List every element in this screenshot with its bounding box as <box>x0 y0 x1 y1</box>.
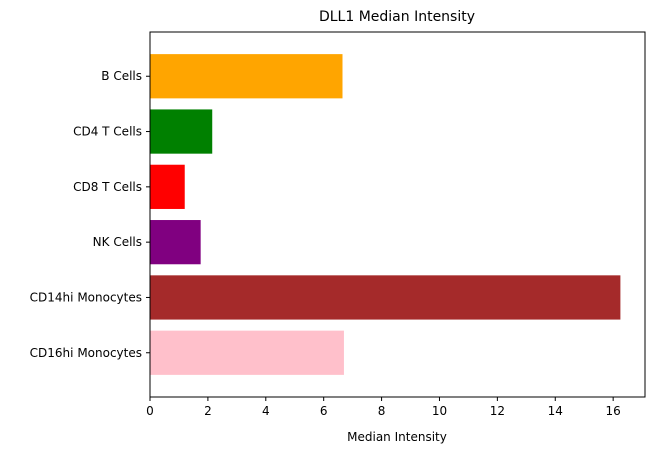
bar-b-cells <box>150 54 343 99</box>
bar-cd14hi-monocytes <box>150 275 621 320</box>
x-tick-label: 10 <box>432 404 447 418</box>
y-tick-label: CD16hi Monocytes <box>30 346 142 360</box>
y-tick-label: NK Cells <box>93 235 142 249</box>
x-axis-label: Median Intensity <box>347 430 447 444</box>
y-tick-label: CD4 T Cells <box>73 125 142 139</box>
chart-title: DLL1 Median Intensity <box>319 9 475 25</box>
x-axis-ticks: 0 2 4 6 8 10 12 14 16 <box>146 397 621 418</box>
x-tick-label: 12 <box>490 404 505 418</box>
plot-frame <box>149 31 646 398</box>
x-tick-label: 16 <box>606 404 621 418</box>
x-tick-label: 6 <box>320 404 328 418</box>
x-tick-label: 2 <box>204 404 212 418</box>
y-tick-label: B Cells <box>101 69 142 83</box>
bar-cd4-t-cells <box>150 109 213 154</box>
x-tick-label: 4 <box>262 404 270 418</box>
x-tick-label: 0 <box>146 404 154 418</box>
bars-group <box>150 54 621 375</box>
x-tick-label: 8 <box>378 404 386 418</box>
y-axis-ticks: B Cells CD4 T Cells CD8 T Cells NK Cells CD1… <box>30 69 150 360</box>
bar-cd16hi-monocytes <box>150 330 344 375</box>
y-tick-label: CD8 T Cells <box>73 180 142 194</box>
x-tick-label: 14 <box>548 404 563 418</box>
bar-cd8-t-cells <box>150 164 185 209</box>
bar-nk-cells <box>150 220 201 265</box>
y-tick-label: CD14hi Monocytes <box>30 290 142 304</box>
